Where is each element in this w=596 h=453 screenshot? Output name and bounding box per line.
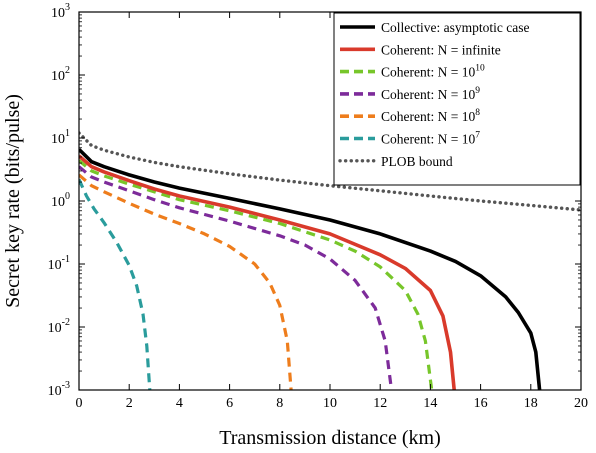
x-tick-label: 14 [423, 396, 437, 411]
series-line [79, 165, 394, 390]
legend-label: Coherent: N = 1010 [381, 64, 485, 80]
x-axis-title: Transmission distance (km) [219, 427, 440, 449]
x-tick-label: 6 [226, 396, 233, 411]
legend-label: Collective: asymptotic case [381, 20, 529, 35]
y-axis-title: Secret key rate (bits/pulse) [2, 94, 24, 308]
x-tick-label: 0 [76, 396, 83, 411]
series-line [79, 148, 542, 390]
legend-label: Coherent: N = 109 [381, 86, 480, 102]
x-tick-label: 16 [474, 396, 488, 411]
y-tick-label: 103 [51, 2, 70, 21]
x-tick-label: 8 [276, 396, 283, 411]
series-line [79, 178, 152, 390]
y-tick-label: 10-3 [48, 380, 70, 399]
legend-label: Coherent: N = 107 [381, 131, 480, 147]
x-tick-label: 2 [126, 396, 133, 411]
y-tick-label: 102 [51, 65, 70, 84]
series-layer [79, 131, 581, 390]
y-tick-label: 101 [51, 128, 70, 147]
x-tick-label: 18 [524, 396, 538, 411]
legend-label: Coherent: N = infinite [381, 42, 501, 57]
y-tick-label: 100 [51, 191, 70, 210]
x-tick-label: 12 [373, 396, 387, 411]
legend-box [333, 12, 581, 186]
legend-label: PLOB bound [381, 154, 453, 169]
legend-label: Coherent: N = 108 [381, 108, 480, 124]
series-line [79, 159, 434, 390]
y-tick-label: 10-2 [48, 317, 70, 336]
x-tick-label: 20 [574, 396, 588, 411]
series-line [79, 154, 456, 390]
series-line [79, 173, 293, 390]
series-line [79, 131, 581, 212]
x-tick-label: 4 [176, 396, 183, 411]
legend: Collective: asymptotic case Coherent: N =… [333, 12, 581, 186]
x-tick-label: 10 [323, 396, 337, 411]
y-tick-label: 10-1 [48, 254, 70, 273]
ticks-layer: 0 2 4 6 8 10 12 14 16 18 20 10-3 10-2 10-1 100 101 102 10… [48, 2, 588, 411]
